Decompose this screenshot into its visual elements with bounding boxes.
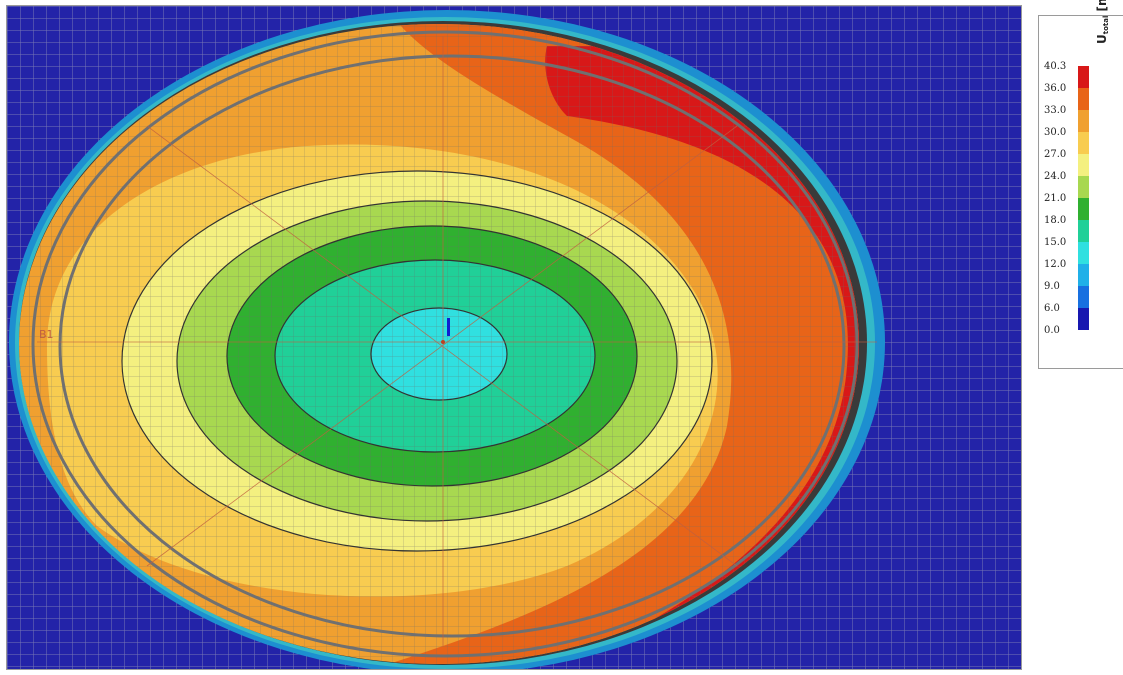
legend-tick: 24.0 [1044, 171, 1067, 182]
legend-tick: 33.0 [1044, 105, 1067, 116]
legend-tick: 12.0 [1044, 259, 1067, 270]
legend-swatch [1078, 264, 1089, 286]
displacement-contour-plot: B1 [7, 6, 1021, 669]
legend-tick: 30.0 [1044, 127, 1067, 138]
legend-title-sub: total [1102, 15, 1110, 35]
legend-tick: 0.0 [1044, 325, 1060, 336]
legend-tick: 6.0 [1044, 303, 1060, 314]
legend-tick: 9.0 [1044, 281, 1060, 292]
legend-tick: 40.3 [1044, 61, 1067, 72]
legend-tick: 27.0 [1044, 149, 1067, 160]
legend-title-unit: [mm] [1095, 0, 1109, 11]
legend-tick: 15.0 [1044, 237, 1067, 248]
legend-title-main: U [1095, 34, 1109, 44]
color-legend: Utotal [mm] 40.3 36.0 33.0 30.0 27.0 24.… [1038, 0, 1123, 369]
center-marker-icon [447, 318, 450, 336]
legend-swatch [1078, 154, 1089, 176]
legend-swatch [1078, 242, 1089, 264]
legend-title: Utotal [mm] [1095, 0, 1110, 44]
contour-lines [121, 170, 713, 552]
legend-swatch [1078, 110, 1089, 132]
legend-swatch [1078, 176, 1089, 198]
legend-swatch [1078, 198, 1089, 220]
legend-swatch [1078, 220, 1089, 242]
center-point [441, 340, 445, 344]
legend-swatch [1078, 308, 1089, 330]
legend-swatch [1078, 286, 1089, 308]
contour-viewport[interactable]: B1 [6, 5, 1022, 670]
legend-swatch [1078, 88, 1089, 110]
legend-swatch [1078, 66, 1089, 88]
legend-tick: 21.0 [1044, 193, 1067, 204]
legend-tick: 18.0 [1044, 215, 1067, 226]
axis-label-b1: B1 [39, 328, 54, 341]
legend-tick: 36.0 [1044, 83, 1067, 94]
ring-beams [31, 30, 859, 658]
legend-swatch [1078, 132, 1089, 154]
